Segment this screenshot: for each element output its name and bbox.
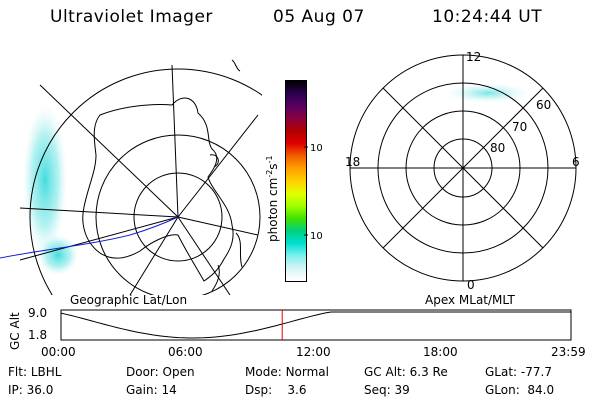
geographic-map [0,59,262,295]
gc-alt-status: GC Alt: 6.3 Re [364,365,448,379]
right-panel-caption: Apex MLat/MLT [425,293,515,307]
mlat-label-80: 80 [490,141,505,155]
mlat-label-70: 70 [512,120,527,134]
ip-status: IP: 36.0 [8,383,54,397]
gain-status: Gain: 14 [126,383,177,397]
instrument-title: Ultraviolet Imager [50,7,213,27]
colorbar-tick-10: 10 [310,231,322,242]
mlt-label-12: 12 [466,50,481,64]
altitude-y-top: 9.0 [28,306,48,320]
colorbar [285,80,307,282]
mlat-mlt-dial: 12 18 6 0 60 70 80 [345,50,580,292]
door-status: Door: Open [126,365,195,379]
glon-status: GLon: 84.0 [485,383,555,397]
time-label: 10:24:44 UT [432,7,543,27]
colorbar-axis: 100 10 photon cm-2s-1 [265,143,322,242]
x-tick-0000: 00:00 [41,345,76,359]
x-tick-1800: 18:00 [423,345,458,359]
altitude-curve [60,311,571,339]
colorbar-units-label: photon cm-2s-1 [265,155,280,242]
altitude-axis-label: GC Alt [8,312,22,350]
filter-status: Flt: LBHL [8,365,62,379]
seq-status: Seq: 39 [364,383,410,397]
altitude-plot [60,309,572,341]
glat-status: GLat: -77.7 [485,365,552,379]
aurora-emission [23,105,67,255]
altitude-y-bottom: 1.8 [28,328,48,342]
mlat-label-60: 60 [536,98,551,112]
date-label: 05 Aug 07 [273,7,365,27]
x-tick-2359: 23:59 [551,345,586,359]
x-tick-1200: 12:00 [296,345,331,359]
mlt-label-0: 0 [467,278,475,292]
x-tick-0600: 06:00 [168,345,203,359]
colorbar-tick-100: 100 [310,143,322,154]
mlt-label-18: 18 [345,155,360,169]
mode-status: Mode: Normal [245,365,329,379]
aurora-emission-dial [446,83,530,103]
mlt-label-6: 6 [572,155,580,169]
dsp-status: Dsp: 3.6 [245,383,307,397]
left-panel-caption: Geographic Lat/Lon [70,293,188,307]
